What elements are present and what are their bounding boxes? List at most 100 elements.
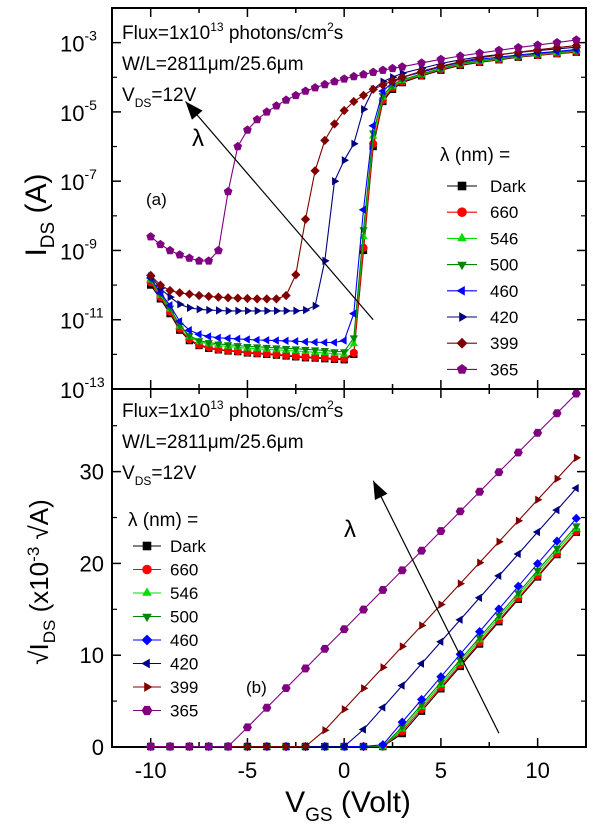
- panel-b-label: (b): [246, 678, 267, 697]
- data-point: [417, 546, 427, 555]
- data-point: [513, 43, 523, 52]
- data-point: [214, 245, 223, 255]
- data-point: [233, 334, 241, 344]
- data-point: [496, 537, 504, 546]
- data-point: [271, 294, 282, 304]
- legend-entry-365: 365: [133, 702, 198, 721]
- data-point: [243, 343, 252, 352]
- panel-b-x-ticks: -10 -5 0 5 10: [135, 389, 550, 783]
- data-point: [397, 717, 407, 727]
- data-point: [358, 725, 366, 734]
- data-point: [311, 353, 320, 362]
- legend-label: 365: [490, 360, 518, 379]
- data-point: [341, 156, 349, 165]
- legend-entry-500: 500: [133, 608, 198, 627]
- panel-b-vds-annotation: VDS=12V: [122, 463, 197, 488]
- data-point: [272, 101, 281, 110]
- y-tick-label: 10: [80, 643, 104, 668]
- data-point: [194, 256, 204, 265]
- data-point: [378, 740, 388, 750]
- data-point: [359, 69, 368, 79]
- y-tick-label: 30: [80, 460, 104, 485]
- legend-marker: [142, 541, 152, 551]
- panel-b-series: [145, 389, 582, 752]
- data-point: [339, 74, 349, 83]
- panel-b-wl-annotation: W/L=2811μm/25.6μm: [122, 432, 304, 453]
- legend-marker: [142, 613, 152, 623]
- data-point: [387, 75, 398, 86]
- data-point: [475, 48, 484, 57]
- series-460: [146, 513, 581, 752]
- data-point: [273, 306, 282, 316]
- panel-b-lambda-symbol: λ: [344, 516, 356, 543]
- data-point: [291, 270, 301, 280]
- data-point: [341, 705, 349, 714]
- panel-a-label: (a): [146, 190, 167, 209]
- y-tick-label: 0: [92, 735, 104, 760]
- data-point: [264, 742, 272, 751]
- data-point: [320, 135, 330, 146]
- data-point: [310, 337, 318, 347]
- legend-marker: [457, 232, 467, 242]
- data-point: [204, 340, 213, 348]
- data-point: [303, 305, 311, 315]
- data-point: [301, 86, 310, 95]
- data-point: [187, 303, 195, 313]
- legend-entry-660: 660: [447, 203, 518, 222]
- data-point: [177, 300, 185, 309]
- data-point: [397, 62, 407, 71]
- legend-marker: [142, 564, 152, 575]
- panel-b-lambda-arrowhead: [373, 480, 388, 501]
- data-point: [216, 306, 224, 315]
- data-point: [310, 347, 320, 355]
- data-point: [436, 527, 446, 536]
- data-point: [194, 338, 204, 346]
- data-point: [339, 349, 349, 357]
- data-point: [554, 474, 562, 483]
- data-point: [455, 507, 465, 516]
- data-point: [532, 527, 541, 537]
- data-point: [322, 256, 330, 266]
- data-point: [300, 664, 311, 673]
- data-point: [243, 125, 252, 134]
- data-point: [397, 566, 407, 575]
- panel-b-sqrt-transfer-curves: 0 10 20 30 -10 -5 0 5 10 λ Flux=1x1013 photons/…: [24, 388, 587, 826]
- data-point: [358, 605, 369, 614]
- data-point: [436, 54, 446, 64]
- data-point: [196, 305, 204, 314]
- legend-entry-Dark: Dark: [133, 537, 206, 556]
- data-point: [290, 337, 299, 346]
- data-point: [349, 339, 359, 347]
- x-tick-label: -5: [238, 758, 258, 783]
- data-point: [552, 505, 560, 515]
- data-point: [262, 703, 272, 712]
- data-point: [552, 536, 562, 546]
- data-point: [378, 585, 388, 594]
- panel-a-lambda-arrow: [185, 101, 374, 321]
- data-point: [242, 335, 250, 344]
- legend-marker: [142, 587, 152, 596]
- legend-entry-Dark: Dark: [447, 177, 526, 196]
- data-point: [223, 742, 233, 751]
- data-point: [262, 344, 271, 353]
- data-point: [438, 600, 446, 609]
- data-point: [223, 334, 231, 343]
- data-point: [416, 694, 427, 705]
- data-point: [310, 166, 320, 176]
- data-point: [320, 347, 330, 356]
- data-point: [264, 306, 272, 316]
- data-point: [552, 545, 562, 553]
- data-point: [252, 115, 262, 124]
- series-365: [146, 35, 581, 265]
- data-point: [416, 66, 427, 76]
- series-Dark: [147, 528, 580, 751]
- data-point: [368, 121, 376, 130]
- data-point: [572, 523, 581, 531]
- data-point: [339, 625, 349, 634]
- data-point: [175, 288, 185, 298]
- data-point: [320, 644, 330, 653]
- legend-label: 365: [170, 702, 198, 721]
- data-point: [233, 293, 243, 303]
- legend-label: Dark: [170, 537, 206, 556]
- panel-b-y-axis-label: √IDS (x10-3 √A): [24, 499, 59, 665]
